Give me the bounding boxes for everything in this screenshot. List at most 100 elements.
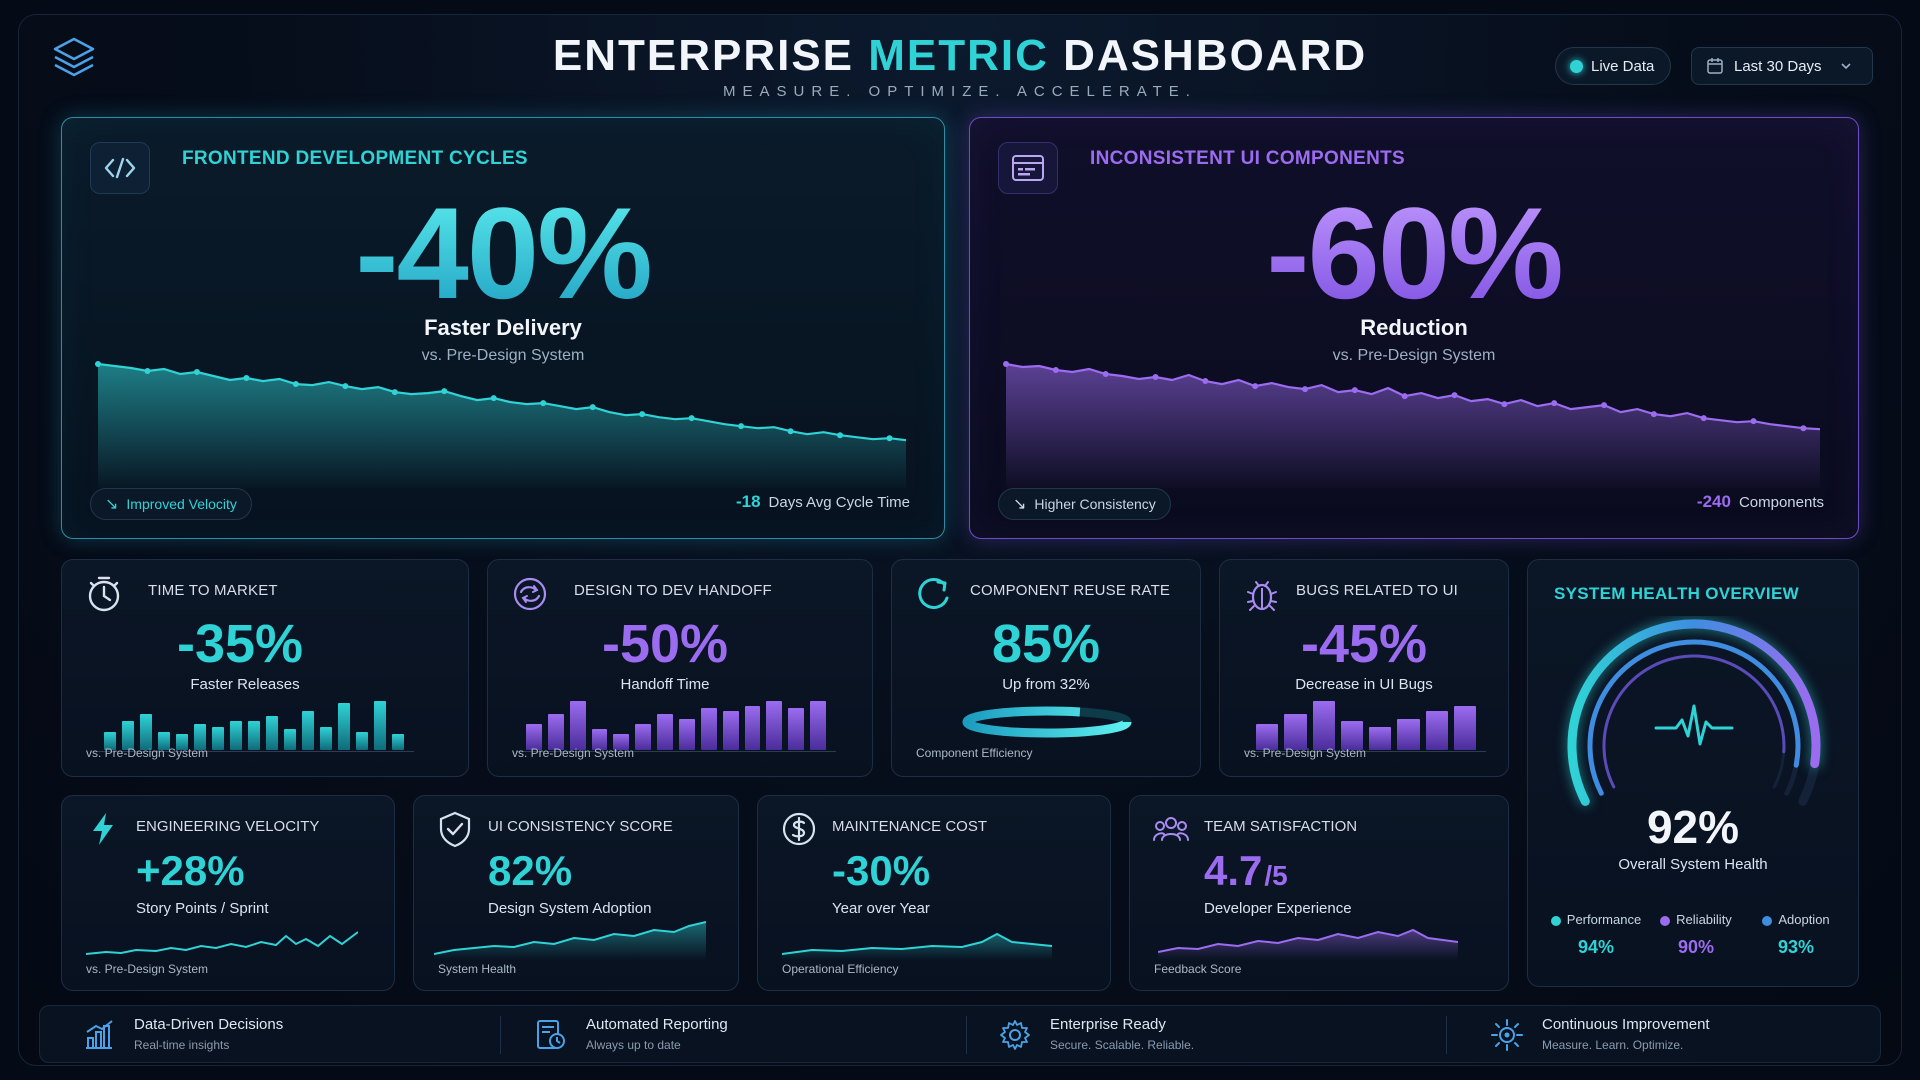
bar-baseline — [94, 751, 414, 752]
legend-adoption: Adoption 93% — [1748, 912, 1844, 958]
trend-area — [1006, 364, 1820, 488]
health-label: Overall System Health — [1618, 856, 1768, 873]
trend-point — [738, 423, 745, 430]
health-legend: Performance 94% Reliability 90% Adoption… — [1548, 912, 1844, 958]
footer-subtitle: Real-time insights — [134, 1038, 230, 1052]
bar — [320, 726, 332, 750]
trend-point — [1102, 371, 1109, 378]
bar — [248, 721, 260, 750]
bar — [230, 721, 242, 750]
bar — [810, 700, 826, 750]
bar — [547, 713, 564, 750]
trend-point — [243, 375, 250, 382]
card-title: ENGINEERING VELOCITY — [136, 818, 320, 835]
trend-point — [1800, 425, 1807, 432]
metric-value: -30% — [832, 847, 931, 894]
card-footnote: System Health — [438, 962, 517, 976]
metric-caption: vs. Pre-Design System — [421, 347, 585, 364]
higher-consistency-pill[interactable]: ↘ Higher Consistency — [998, 488, 1171, 520]
ui-consistency-card[interactable]: UI CONSISTENCY SCORE 82% Design System A… — [413, 795, 739, 991]
bar — [104, 731, 116, 750]
trend-point — [1351, 387, 1358, 394]
bar — [657, 713, 673, 750]
gauge-fill — [1587, 639, 1801, 796]
gauge-fill — [1602, 654, 1786, 789]
trend-point — [1003, 361, 1009, 367]
frontend-cycles-card[interactable]: FRONTEND DEVELOPMENT CYCLES -40% Faster … — [61, 117, 945, 539]
maintenance-cost-card[interactable]: MAINTENANCE COST -30% Year over Year Ope… — [757, 795, 1111, 991]
bar — [1284, 713, 1307, 750]
sun-gear-icon — [1491, 1019, 1523, 1051]
chevron-down-icon — [1840, 63, 1851, 70]
handoff-icon — [513, 577, 547, 611]
bar-chart — [94, 698, 414, 752]
gauge-fill — [1567, 619, 1821, 806]
ui-components-card[interactable]: INCONSISTENT UI COMPONENTS -60% Reductio… — [969, 117, 1859, 539]
cycle-time-label: Days Avg Cycle Time — [768, 494, 910, 511]
footer-title: Continuous Improvement — [1542, 1016, 1710, 1033]
trend-point — [441, 388, 448, 395]
reuse-ring-gauge — [962, 706, 1132, 738]
trend-point — [1700, 415, 1707, 422]
bar — [176, 734, 188, 750]
footer-item-improvement[interactable]: Continuous Improvement Measure. Learn. O… — [1490, 1006, 1870, 1064]
page-title: ENTERPRISE METRIC DASHBOARD — [19, 31, 1901, 81]
live-data-label: Live Data — [1591, 57, 1655, 75]
bolt-icon — [93, 813, 113, 845]
metric-subtitle: Story Points / Sprint — [136, 900, 269, 917]
card-footnote: Feedback Score — [1154, 962, 1242, 976]
trend-point — [1501, 401, 1508, 408]
components-number: -240 — [1696, 492, 1731, 511]
time-to-market-card[interactable]: TIME TO MARKET -35% Faster Releases vs. … — [61, 559, 469, 777]
bar — [392, 734, 404, 750]
footer-item-enterprise[interactable]: Enterprise Ready Secure. Scalable. Relia… — [998, 1006, 1398, 1064]
card-title: DESIGN TO DEV HANDOFF — [574, 582, 772, 599]
trend-point — [342, 383, 349, 390]
shield-check-icon — [439, 811, 471, 848]
title-part-2: METRIC — [868, 31, 1049, 80]
system-health-card[interactable]: SYSTEM HEALTH OVERVIEW 92% Overall Syste… — [1527, 559, 1859, 987]
card-title: SYSTEM HEALTH OVERVIEW — [1554, 584, 1799, 603]
trend-point — [639, 411, 646, 418]
improved-velocity-pill[interactable]: ↘ Improved Velocity — [90, 488, 252, 520]
component-reuse-card[interactable]: COMPONENT REUSE RATE 85% Up from 32% Com… — [891, 559, 1201, 777]
bar — [1340, 721, 1363, 750]
footer-item-data-driven[interactable]: Data-Driven Decisions Real-time insights — [82, 1006, 462, 1064]
metric-subtitle: Faster Releases — [190, 676, 300, 693]
bar — [1397, 718, 1420, 750]
card-footnote: vs. Pre-Design System — [1244, 746, 1367, 760]
live-data-badge[interactable]: Live Data — [1555, 47, 1671, 85]
design-handoff-card[interactable]: DESIGN TO DEV HANDOFF -50% Handoff Time … — [487, 559, 873, 777]
bar — [635, 724, 652, 750]
footer-subtitle: Measure. Learn. Optimize. — [1542, 1038, 1684, 1052]
trend-point — [1750, 418, 1757, 425]
heartbeat-icon — [1654, 704, 1734, 746]
card-footnote: vs. Pre-Design System — [86, 962, 209, 976]
refresh-cycle-icon — [918, 578, 949, 609]
components-label: Components — [1738, 494, 1824, 511]
footer-item-reporting[interactable]: Automated Reporting Always up to date — [534, 1006, 914, 1064]
footer-title: Automated Reporting — [586, 1016, 728, 1033]
engineering-velocity-card[interactable]: ENGINEERING VELOCITY +28% Story Points /… — [61, 795, 395, 991]
trend-line — [1005, 362, 1821, 431]
team-satisfaction-card[interactable]: TEAM SATISFACTION 4.7/5 Developer Experi… — [1129, 795, 1509, 991]
tagline: MEASURE. OPTIMIZE. ACCELERATE. — [723, 83, 1197, 100]
area-sparkline — [1158, 928, 1458, 960]
trend-area — [98, 364, 906, 488]
divider — [500, 1016, 501, 1054]
metric-subtitle: Decrease in UI Bugs — [1295, 676, 1433, 693]
trend-point — [1052, 367, 1059, 374]
date-range-select[interactable]: Last 30 Days — [1691, 47, 1873, 85]
calendar-icon — [1707, 58, 1723, 74]
metric-subtitle: Faster Delivery — [424, 315, 582, 340]
ui-bugs-card[interactable]: BUGS RELATED TO UI -45% Decrease in UI B… — [1219, 559, 1509, 777]
trend-point — [886, 435, 893, 442]
trend-point — [1152, 374, 1159, 381]
ring-fill — [962, 706, 1132, 738]
trend-line — [97, 362, 907, 442]
browser-window-icon — [998, 142, 1058, 194]
trend-point — [1650, 411, 1657, 418]
bar — [1425, 711, 1448, 750]
arrow-down-right-icon: ↘ — [1013, 496, 1027, 513]
dollar-icon — [782, 812, 816, 846]
